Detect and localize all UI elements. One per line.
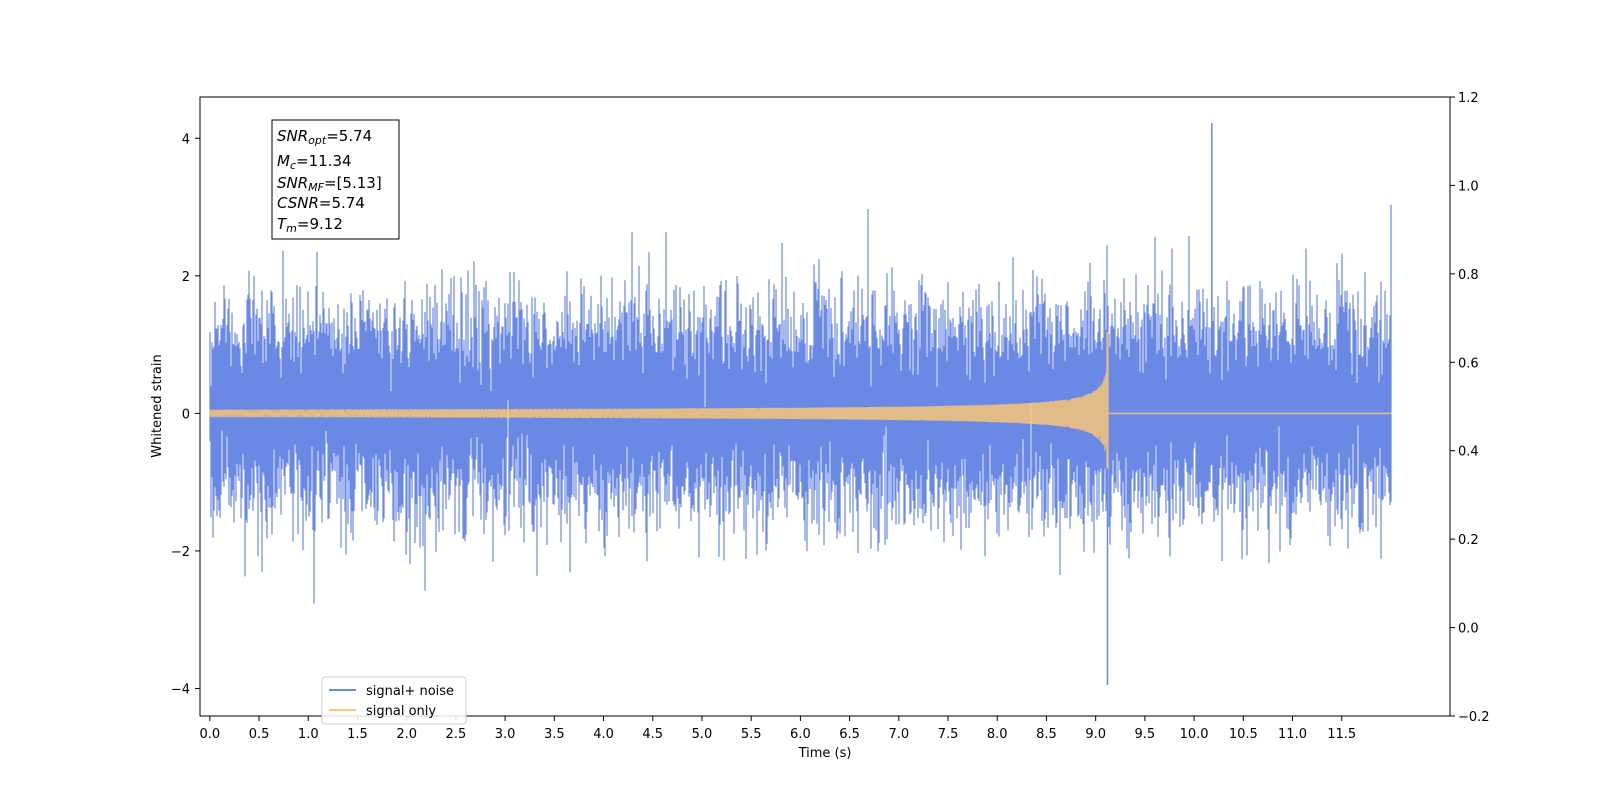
y-tick-label: 2 — [182, 270, 190, 285]
y-right-tick-label: −0.2 — [1458, 710, 1490, 725]
x-tick-label: 7.5 — [938, 727, 959, 742]
x-tick-label: 1.5 — [347, 727, 368, 742]
snr-mf-symbol: SNR — [277, 174, 308, 192]
y-right-tick-label: 0.8 — [1458, 268, 1479, 283]
x-tick-label: 8.0 — [987, 727, 1008, 742]
series-line-signal-only — [209, 332, 1392, 469]
tm-subscript: m — [286, 222, 297, 235]
mc-symbol: M — [277, 152, 290, 170]
annotation-snr-opt: SNRopt=5.74 — [277, 127, 372, 147]
axes-frame — [199, 96, 1451, 717]
annotation-frame — [271, 119, 400, 240]
mc-subscript: c — [290, 159, 296, 172]
y-tick-label: −2 — [171, 545, 190, 560]
annotation-mc: Mc=11.34 — [277, 152, 352, 172]
x-tick-label: 8.5 — [1036, 727, 1057, 742]
y-axis-label: Whitened strain — [150, 354, 165, 457]
y-right-tick-label: 0.4 — [1458, 445, 1479, 460]
y-right-tick-label: 0.0 — [1458, 622, 1479, 637]
plot-area — [209, 123, 1392, 686]
x-tick-label: 11.5 — [1327, 727, 1356, 742]
annotation-tm: Tm=9.12 — [277, 215, 343, 235]
x-axis-ticks: 0.0 0.5 1.0 1.5 2.0 2.5 3.0 3.5 4.0 4.5 5.0 5.5 6.0 6… — [199, 716, 1356, 742]
x-tick-label: 9.5 — [1135, 727, 1156, 742]
x-tick-label: 7.0 — [888, 727, 909, 742]
snr-mf-subscript: MF — [308, 181, 324, 194]
x-tick-label: 5.0 — [692, 727, 713, 742]
x-tick-label: 6.0 — [790, 727, 811, 742]
snr-opt-symbol: SNR — [277, 127, 308, 145]
x-tick-label: 9.0 — [1085, 727, 1106, 742]
y-right-axis-ticks: −0.2 0.0 0.2 0.4 0.6 0.8 1.0 1.2 — [1450, 91, 1490, 725]
y-tick-label: 4 — [182, 132, 190, 147]
x-axis-label: Time (s) — [798, 746, 852, 761]
csnr-value: =5.74 — [319, 194, 365, 212]
x-tick-label: 0.5 — [249, 727, 270, 742]
x-tick-label: 4.0 — [593, 727, 614, 742]
x-tick-label: 3.0 — [495, 727, 516, 742]
y-right-tick-label: 0.6 — [1458, 356, 1479, 371]
y-tick-label: −4 — [171, 682, 190, 697]
x-tick-label: 10.5 — [1229, 727, 1258, 742]
annotation-snr-mf: SNRMF=[5.13] — [277, 174, 382, 194]
x-tick-label: 5.5 — [741, 727, 762, 742]
snr-mf-value: =[5.13] — [324, 174, 382, 192]
tm-symbol: T — [277, 215, 288, 233]
y-axis-ticks: −4 −2 0 2 4 — [171, 132, 200, 697]
snr-opt-subscript: opt — [308, 134, 327, 147]
legend-frame — [321, 676, 467, 725]
x-tick-label: 3.5 — [544, 727, 565, 742]
x-tick-label: 10.0 — [1180, 727, 1209, 742]
tm-value: =9.12 — [297, 215, 343, 233]
legend: signal+ noise signal only — [321, 676, 467, 725]
x-tick-label: 1.0 — [298, 727, 319, 742]
y-tick-label: 0 — [182, 407, 190, 422]
y-right-tick-label: 1.0 — [1458, 179, 1479, 194]
legend-label-signal-plus-noise: signal+ noise — [366, 684, 454, 699]
snr-opt-value: =5.74 — [326, 127, 372, 145]
mc-value: =11.34 — [296, 152, 352, 170]
x-tick-label: 0.0 — [199, 727, 220, 742]
x-tick-label: 2.5 — [446, 727, 467, 742]
csnr-symbol: CSNR — [277, 194, 319, 212]
x-tick-label: 4.5 — [642, 727, 663, 742]
legend-label-signal-only: signal only — [366, 704, 436, 719]
x-tick-label: 11.0 — [1278, 727, 1307, 742]
annotation-box: SNRopt=5.74 Mc=11.34 SNRMF=[5.13] CSNR=5… — [271, 119, 400, 240]
y-right-tick-label: 1.2 — [1458, 91, 1479, 106]
x-tick-label: 6.5 — [839, 727, 860, 742]
y-right-tick-label: 0.2 — [1458, 533, 1479, 548]
x-tick-label: 2.0 — [396, 727, 417, 742]
annotation-csnr: CSNR=5.74 — [277, 194, 365, 212]
series-signal-only — [209, 332, 1392, 469]
